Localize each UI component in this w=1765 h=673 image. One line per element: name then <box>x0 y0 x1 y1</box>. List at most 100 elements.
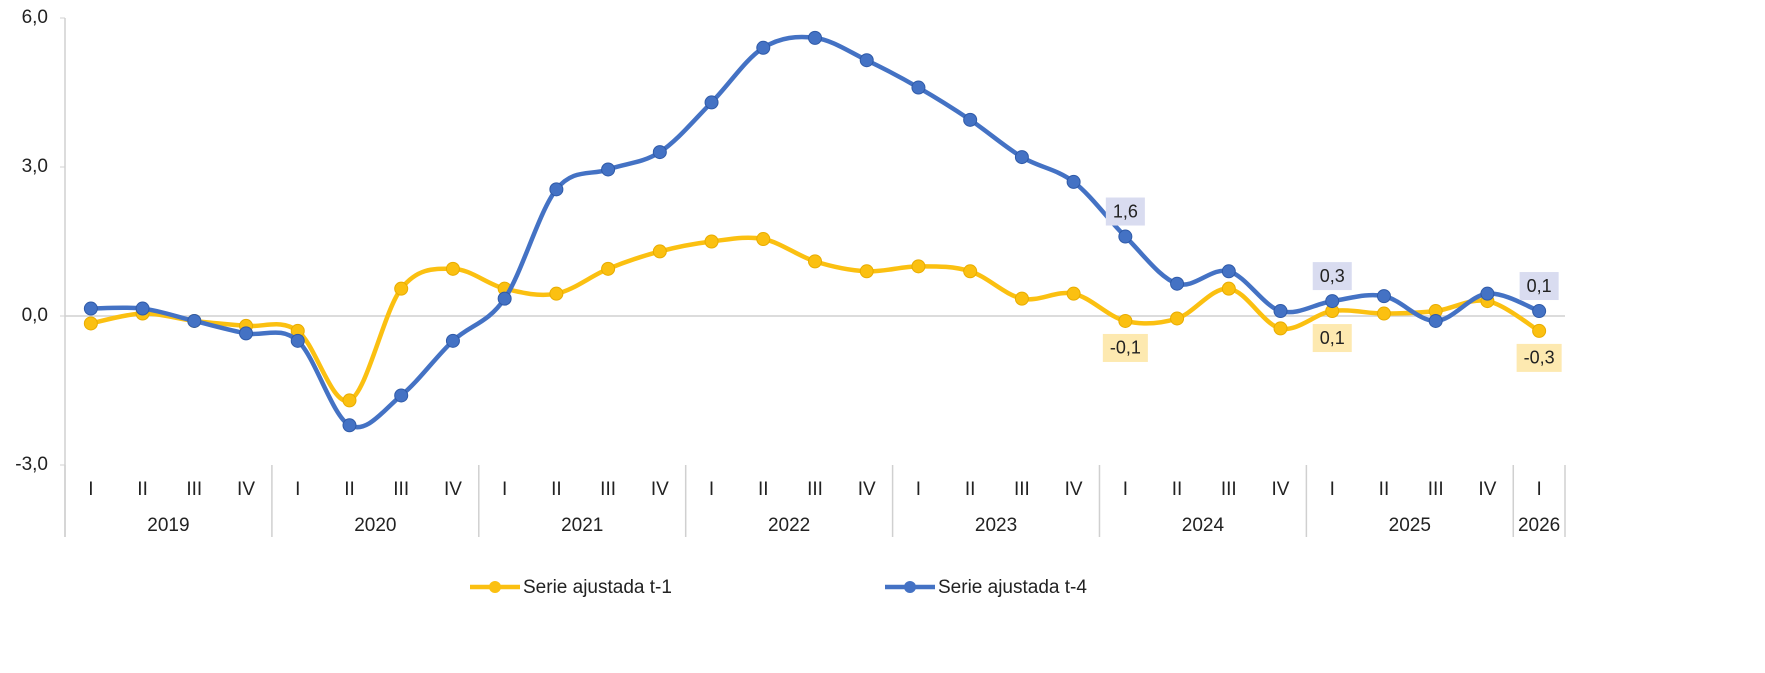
point <box>1532 304 1547 319</box>
y-tick-label: -3,0 <box>15 454 48 475</box>
point <box>1376 289 1391 304</box>
x-tick-label: IV <box>1478 479 1496 500</box>
x-tick-label: IV <box>651 479 669 500</box>
legend-label: Serie ajustada t-1 <box>523 577 672 598</box>
year-label: 2021 <box>561 515 603 536</box>
year-label: 2019 <box>147 515 189 536</box>
data-label: -0,3 <box>1524 348 1555 368</box>
point <box>83 301 98 316</box>
year-label: 2024 <box>1182 515 1225 536</box>
point <box>1221 264 1236 279</box>
point <box>704 95 719 110</box>
point <box>756 40 771 55</box>
point <box>549 286 564 301</box>
data-label-bg <box>1516 343 1562 372</box>
point <box>394 281 409 296</box>
point <box>704 234 719 249</box>
x-tick-label: II <box>137 479 148 500</box>
x-tick-label: I <box>1123 479 1128 500</box>
x-tick-label: II <box>965 479 976 500</box>
x-tick-label: IV <box>237 479 255 500</box>
data-label-bg <box>1519 272 1559 301</box>
x-tick-label: III <box>600 479 616 500</box>
year-label: 2023 <box>975 515 1017 536</box>
point <box>1325 294 1340 309</box>
y-tick-label: 6,0 <box>22 7 48 28</box>
x-tick-label: III <box>1221 479 1237 500</box>
point <box>963 112 978 127</box>
point <box>808 30 822 45</box>
x-tick-label: III <box>186 479 202 500</box>
point <box>445 333 460 348</box>
point <box>1066 174 1081 189</box>
point <box>1273 321 1288 336</box>
x-tick-label: III <box>807 479 823 500</box>
data-label: -0,1 <box>1110 338 1141 358</box>
point <box>601 261 616 276</box>
point <box>1066 286 1081 301</box>
year-label: 2020 <box>354 515 396 536</box>
x-tick-label: II <box>551 479 562 500</box>
point <box>83 316 98 331</box>
x-tick-label: III <box>393 479 409 500</box>
point <box>342 393 357 408</box>
point <box>445 261 460 276</box>
point <box>1118 313 1133 328</box>
legend-marker <box>904 581 916 593</box>
point <box>859 264 874 279</box>
point <box>549 182 564 197</box>
point <box>1170 311 1185 326</box>
x-tick-label: I <box>1536 479 1541 500</box>
y-tick-label: 0,0 <box>22 305 48 326</box>
legend-label: Serie ajustada t-4 <box>938 577 1087 598</box>
point <box>652 244 667 259</box>
point <box>239 326 254 341</box>
x-tick-label: III <box>1014 479 1030 500</box>
x-tick-label: II <box>344 479 355 500</box>
point <box>135 301 150 316</box>
point <box>911 80 926 95</box>
point <box>1273 304 1288 319</box>
data-label-bg <box>1312 262 1352 291</box>
data-label: 0,1 <box>1320 328 1345 348</box>
x-tick-label: II <box>758 479 769 500</box>
year-label: 2025 <box>1389 515 1431 536</box>
point <box>1014 291 1029 306</box>
series-line <box>90 34 1540 430</box>
point <box>1221 281 1236 296</box>
point <box>1376 306 1391 321</box>
point <box>1428 313 1443 328</box>
x-tick-label: III <box>1428 479 1444 500</box>
x-tick-label: IV <box>1272 479 1290 500</box>
point <box>652 145 667 160</box>
data-label-bg <box>1102 333 1148 362</box>
point <box>497 291 512 306</box>
data-label-bg <box>1105 197 1145 226</box>
x-tick-label: II <box>1172 479 1183 500</box>
year-label: 2026 <box>1518 515 1560 536</box>
x-tick-label: I <box>916 479 921 500</box>
legend-marker <box>489 581 501 593</box>
x-tick-label: I <box>709 479 714 500</box>
x-tick-label: IV <box>858 479 876 500</box>
data-label: 0,1 <box>1527 276 1552 296</box>
data-label: 0,3 <box>1320 266 1345 286</box>
x-tick-label: II <box>1379 479 1390 500</box>
data-label-bg <box>1312 324 1352 353</box>
point <box>342 418 357 433</box>
point <box>911 259 926 274</box>
point <box>756 232 771 247</box>
point <box>187 313 202 328</box>
point <box>1170 276 1185 291</box>
y-tick-label: 3,0 <box>22 156 48 177</box>
point <box>290 333 305 348</box>
point <box>808 254 822 269</box>
x-tick-label: IV <box>444 479 462 500</box>
point <box>1480 286 1495 301</box>
point <box>394 388 409 403</box>
year-label: 2022 <box>768 515 810 536</box>
point <box>859 53 874 68</box>
data-label: 1,6 <box>1113 201 1138 221</box>
point <box>1014 150 1029 165</box>
